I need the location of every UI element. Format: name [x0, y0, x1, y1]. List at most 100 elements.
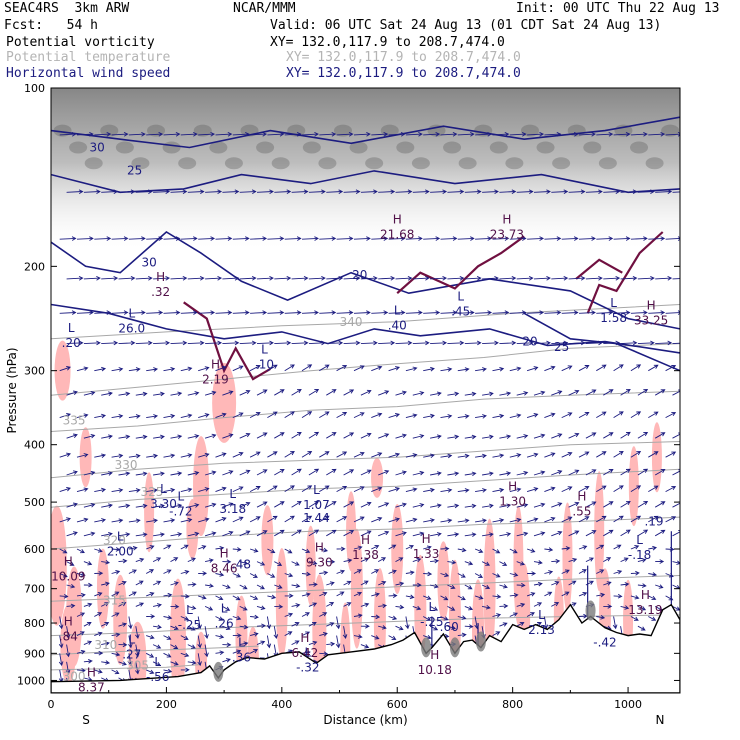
wind-vector	[135, 644, 140, 658]
wind-vector	[637, 501, 649, 508]
wind-vector	[630, 485, 642, 492]
wind-vector	[603, 469, 614, 476]
wind-vector	[267, 485, 278, 492]
wind-vector	[128, 488, 141, 493]
wind-vector	[59, 412, 71, 419]
wind-vector	[128, 453, 141, 459]
wind-vector	[153, 275, 171, 281]
wind-vector	[76, 548, 85, 554]
wind-vector	[561, 569, 570, 574]
wind-vector	[118, 340, 136, 346]
wind-vector	[509, 310, 527, 315]
wind-vector	[353, 591, 363, 597]
wind-vector	[163, 615, 173, 620]
valid-time: Valid: 06 UTC Sat 24 Aug 13 (01 CDT Sat …	[270, 18, 662, 33]
shaded-patch	[51, 505, 67, 626]
wind-vector	[596, 364, 607, 372]
wind-vector	[447, 275, 465, 281]
south-edge-label: S	[82, 713, 90, 727]
pv-contour	[51, 303, 680, 354]
wind-vector	[475, 131, 493, 137]
wind-vector	[499, 189, 517, 194]
wind-vector	[551, 558, 561, 564]
extremum-marker: L	[610, 296, 617, 310]
wind-vector	[412, 275, 430, 281]
wind-vector	[412, 434, 425, 439]
wind-vector	[492, 453, 505, 459]
wind-vector	[319, 632, 328, 637]
stratosphere-texture	[365, 157, 384, 170]
theta-contour	[51, 390, 680, 432]
wind-vector	[544, 236, 562, 241]
wind-vector	[94, 518, 107, 523]
wind-vector	[499, 622, 508, 627]
wind-vector	[128, 518, 141, 524]
theta-contour	[51, 441, 680, 479]
stratosphere-texture	[193, 124, 212, 137]
wind-vector	[146, 310, 164, 315]
wind-vector	[533, 390, 546, 396]
wind-vector	[533, 470, 546, 476]
wind-vector	[596, 485, 607, 492]
wind-vector	[111, 310, 129, 315]
wind-vector	[111, 669, 120, 675]
wind-vector	[163, 310, 181, 315]
wind-vector	[198, 545, 207, 550]
wind-vector	[187, 531, 200, 537]
x-tick-label: 600	[387, 698, 408, 711]
wind-vector	[153, 434, 165, 440]
shaded-patch	[371, 457, 384, 498]
wind-vector	[378, 530, 390, 537]
wind-vector	[111, 518, 124, 523]
wind-vector	[492, 487, 505, 493]
wind-vector	[499, 275, 517, 281]
wind-vector	[232, 236, 250, 241]
wind-vector	[423, 310, 441, 315]
model-name: SEAC4RS 3km ARW	[4, 1, 130, 16]
wind-vector	[308, 560, 318, 566]
extremum-marker: H	[430, 648, 439, 662]
wind-vector	[613, 485, 624, 492]
wind-vector	[482, 471, 494, 477]
wind-vector	[353, 516, 365, 523]
wind-vector	[516, 602, 526, 608]
wind-vector	[568, 469, 580, 476]
wind-vector	[308, 582, 318, 587]
extremum-value: -.25	[178, 618, 201, 632]
wind-vector	[118, 434, 131, 440]
wind-vector	[170, 471, 183, 476]
wind-vector	[83, 470, 96, 476]
wind-vector	[66, 502, 78, 508]
wind-vector	[326, 389, 337, 396]
wind-vector	[256, 189, 274, 194]
wind-vector	[509, 487, 522, 493]
wind-vector	[239, 605, 248, 611]
wind-vector	[239, 584, 248, 590]
wind-vector	[232, 412, 244, 419]
wind-vector	[215, 365, 227, 372]
theta-contour-label: 320	[103, 534, 126, 548]
wind-vector	[198, 310, 216, 315]
wind-vector	[326, 275, 344, 281]
y-tick-label: 400	[24, 439, 45, 452]
stratosphere-shading	[51, 88, 680, 254]
wind-vector	[343, 275, 361, 281]
wind-vector	[83, 391, 96, 396]
wind-vector	[360, 602, 370, 608]
wind-vector	[101, 641, 110, 646]
wind-vector	[596, 615, 606, 620]
wind-vector	[256, 561, 266, 566]
wind-vector	[146, 669, 155, 674]
wind-vector	[440, 572, 450, 578]
wind-vector	[326, 581, 335, 586]
wind-vector	[291, 275, 309, 281]
wind-vector	[475, 414, 487, 419]
wind-vector	[153, 603, 162, 608]
wind-vector	[440, 131, 458, 137]
wind-vector	[482, 275, 499, 281]
wind-vector	[620, 189, 638, 194]
wind-vector	[596, 310, 614, 315]
wind-vector	[301, 612, 310, 617]
wind-vector	[326, 622, 335, 627]
wind-vector	[423, 595, 432, 600]
